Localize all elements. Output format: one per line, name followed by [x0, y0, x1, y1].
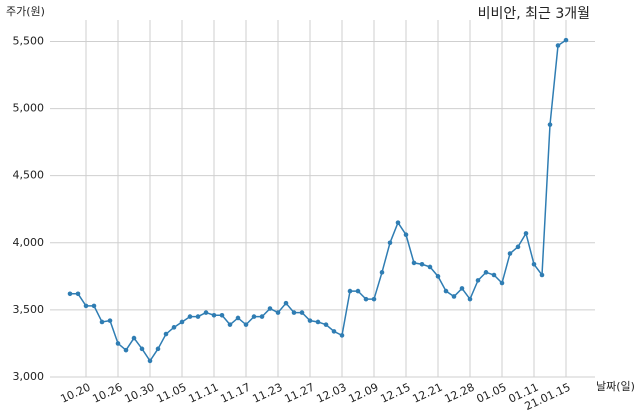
y-tick-label: 3,500 — [13, 303, 45, 316]
x-tick-label: 12.21 — [410, 381, 444, 406]
point — [291, 310, 297, 315]
x-tick-label: 10.20 — [58, 381, 92, 406]
point — [371, 296, 377, 302]
point — [259, 314, 265, 319]
point — [267, 306, 273, 311]
point — [315, 319, 321, 325]
point — [427, 264, 433, 270]
x-tick-label: 12.15 — [378, 381, 412, 406]
point — [243, 322, 249, 327]
point — [323, 322, 329, 327]
x-axis-label: 날짜(일) — [596, 379, 635, 393]
x-tick-label: 10.26 — [90, 381, 124, 406]
point — [467, 296, 473, 302]
point — [235, 315, 241, 321]
point — [83, 303, 89, 309]
point — [547, 122, 553, 127]
point — [275, 310, 281, 315]
point — [115, 341, 121, 346]
point — [283, 300, 289, 306]
point — [347, 288, 353, 294]
point — [211, 312, 217, 318]
point — [491, 272, 497, 278]
x-tick-label: 12.09 — [346, 381, 380, 406]
point — [435, 274, 441, 279]
point — [251, 314, 257, 319]
line — [70, 39, 567, 363]
x-tick-label: 12.28 — [442, 381, 476, 406]
y-tick-label: 4,500 — [13, 169, 45, 182]
point — [363, 296, 369, 302]
y-axis-label: 주가(원) — [6, 5, 45, 18]
x-tick-label: 11.23 — [250, 381, 284, 406]
point — [539, 272, 545, 278]
point — [523, 231, 529, 236]
point — [187, 314, 193, 319]
point — [419, 261, 425, 267]
x-tick-label: 11.17 — [218, 381, 252, 406]
point — [331, 329, 337, 334]
point — [131, 335, 137, 341]
point — [403, 232, 409, 238]
point — [99, 319, 105, 325]
point — [195, 314, 201, 319]
point — [67, 291, 73, 297]
point — [155, 346, 161, 352]
point — [555, 43, 561, 48]
point — [139, 346, 145, 352]
point — [123, 347, 129, 353]
point — [219, 312, 225, 318]
x-tick-label: 11.05 — [154, 381, 188, 406]
point — [107, 318, 113, 323]
y-tick-label: 5,000 — [13, 102, 45, 115]
point — [163, 331, 169, 337]
x-tick-label: 11.11 — [186, 381, 220, 406]
point — [307, 318, 313, 323]
point — [91, 303, 97, 309]
point — [563, 37, 569, 43]
point — [179, 319, 185, 325]
point — [515, 244, 521, 250]
point — [459, 286, 465, 291]
point — [531, 261, 537, 267]
x-tick-label: 10.30 — [122, 381, 156, 406]
y-tick-label: 4,000 — [13, 236, 45, 249]
x-tick-label: 11.27 — [282, 381, 316, 406]
point — [507, 251, 513, 256]
point — [395, 220, 401, 225]
point — [387, 240, 393, 246]
point — [339, 333, 345, 338]
point — [483, 270, 489, 275]
point — [227, 322, 233, 327]
point — [355, 288, 361, 294]
chart-title: 비비안, 최근 3개월 — [478, 6, 590, 22]
point — [475, 278, 481, 283]
point — [299, 310, 305, 315]
point — [147, 358, 153, 364]
point — [443, 288, 449, 294]
point — [171, 325, 177, 330]
point — [75, 291, 81, 297]
y-tick-label: 3,000 — [13, 370, 45, 383]
point — [451, 294, 457, 299]
x-tick-label: 12.03 — [314, 381, 348, 406]
point — [411, 260, 417, 266]
x-tick-label: 01.05 — [474, 381, 508, 406]
point — [499, 280, 505, 286]
y-tick-label: 5,500 — [13, 34, 45, 47]
point — [203, 310, 209, 315]
point — [379, 270, 385, 275]
